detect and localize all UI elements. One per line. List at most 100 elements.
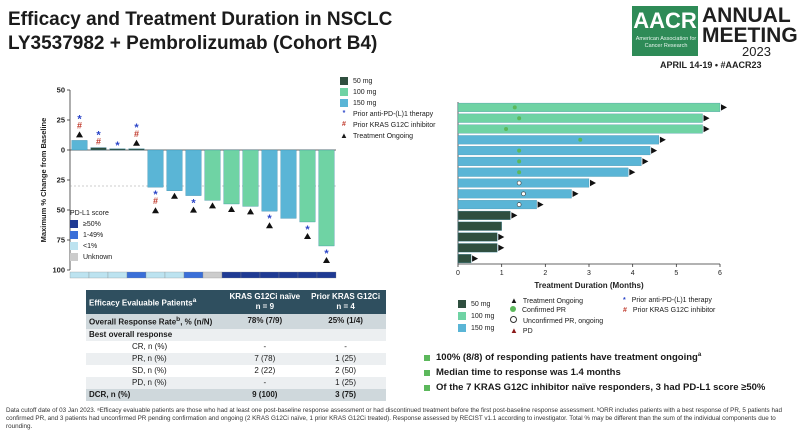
x-axis-title: Treatment Duration (Months) [534, 281, 644, 290]
prior-pd1-marker: * [77, 113, 82, 125]
swimmer-bar [457, 178, 590, 188]
swimmer-legend: 50 mg 100 mg 150 mg ▲ Treatment Ongoing C… [458, 296, 758, 344]
asterisk-blue-icon: * [623, 297, 626, 304]
orr-label-text: Overall Response Rate [89, 317, 177, 327]
header-col1-n: n = 9 [255, 302, 275, 311]
prior-pd1-marker: * [115, 140, 120, 152]
table-row: PD, n (%) -1 (25) [86, 376, 386, 389]
swimmer-bar [457, 167, 629, 177]
bor-row: Best overall response [86, 328, 386, 341]
legend-prior-kras: # Prior KRAS G12C inhibitor [340, 120, 475, 131]
swatch-100mg [458, 312, 466, 321]
header-label: Efficacy Evaluable Patientsa [86, 290, 225, 314]
legend-label: Unknown [83, 254, 113, 261]
aacr-logo-text: AACR [633, 8, 697, 33]
row-label: CR, n (%) [86, 340, 225, 353]
finding-1: 100% (8/8) of responding patients have t… [424, 348, 796, 365]
bor-empty-1 [224, 328, 306, 341]
row-label: PD, n (%) [86, 376, 225, 389]
bor-label: Best overall response [86, 328, 225, 341]
header-sup: a [192, 296, 197, 304]
swimmer-bar [457, 156, 642, 166]
swimmer-bar [457, 124, 703, 134]
prior-pd1-marker: * [153, 189, 158, 201]
waterfall-bar [204, 149, 221, 201]
legend-label: Treatment Ongoing [353, 133, 414, 140]
pdl1-item: <1% [70, 241, 130, 252]
row-col2: 1 (25) [305, 376, 386, 389]
pdl1-cell [316, 271, 337, 279]
waterfall-bar [128, 148, 145, 151]
waterfall-bar [242, 149, 259, 207]
table-row: CR, n (%) - - [86, 340, 386, 353]
legend-dose-150: 150 mg [340, 98, 475, 109]
prior-kras-marker: # [96, 137, 101, 147]
bullet-square-icon [424, 354, 430, 361]
y-tick-label: 100 [52, 266, 65, 275]
ongoing-marker [304, 233, 311, 239]
legend-label: <1% [83, 243, 98, 250]
prior-pd1-marker: * [305, 224, 310, 236]
swatch-pdl1-high [70, 220, 78, 229]
prior-kras-marker: # [153, 196, 158, 206]
legend-label: Unconfirmed PR, ongoing [523, 318, 604, 325]
legend-label: Treatment Ongoing [522, 298, 583, 305]
ongoing-marker [76, 131, 83, 138]
prior-pd1-marker: * [134, 122, 139, 134]
header-col2-n: n = 4 [336, 302, 355, 311]
legend-prior-pd1: * Prior anti-PD-(L)1 therapy [340, 109, 475, 120]
ongoing-marker [171, 192, 178, 199]
pdl1-cell [278, 271, 299, 279]
legend-label: 1-49% [83, 232, 104, 239]
ongoing-marker [266, 222, 273, 229]
swimmer-bar [457, 200, 537, 210]
pdl1-cell [107, 271, 128, 279]
prior-kras-marker: # [134, 129, 139, 139]
sw-legend-unconfirmed: Unconfirmed PR, ongoing [510, 316, 603, 326]
prior-pd1-marker: * [267, 213, 272, 225]
waterfall-bar [109, 148, 126, 151]
swimmer-bar [457, 254, 472, 264]
confirmed-pr-marker [517, 159, 522, 164]
legend-label: Confirmed PR [522, 307, 566, 314]
annual-meeting-text: ANNUAL MEETING [702, 5, 798, 47]
y-tick-label: 25 [57, 116, 65, 125]
title-line-1: Efficacy and Treatment Duration in NSCLC [8, 9, 393, 30]
aacr-logo: AACR American Association for Cancer Res… [632, 5, 798, 59]
unconfirmed-pr-marker [521, 191, 526, 197]
legend-dose-100: 100 mg [340, 87, 475, 98]
finding-text: Of the 7 KRAS G12C inhibitor naïve respo… [436, 382, 766, 394]
meeting-year: 2023 [742, 44, 771, 59]
ongoing-arrow [659, 136, 666, 143]
ongoing-arrow [511, 212, 518, 219]
table-header-row: Efficacy Evaluable Patientsa KRAS G12Ci … [86, 290, 386, 314]
swatch-150mg [458, 324, 466, 333]
sw-legend-150: 150 mg [458, 324, 494, 333]
finding-3: Of the 7 KRAS G12C inhibitor naïve respo… [424, 380, 796, 395]
sw-legend-prior-kras: # Prior KRAS G12C inhibitor [623, 306, 715, 315]
meeting-word: MEETING [702, 24, 798, 47]
y-tick-label: 75 [57, 236, 65, 245]
ongoing-arrow [651, 147, 658, 154]
finding-sup: a [697, 352, 702, 358]
ongoing-arrow [472, 255, 479, 262]
waterfall-bar [223, 149, 240, 205]
unconfirmed-pr-marker [516, 180, 522, 186]
sw-legend-prior-pd1: * Prior anti-PD-(L)1 therapy [623, 296, 712, 305]
dcr-row: DCR, n (%) 9 (100) 3 (75) [86, 388, 386, 401]
waterfall-bar [71, 140, 88, 151]
y-tick-label: 25 [57, 176, 65, 185]
header-col2-text: Prior KRAS G12Ci [311, 292, 381, 301]
dcr-label: DCR, n (%) [86, 388, 225, 401]
ongoing-marker [228, 206, 235, 212]
aacr-logo-subtitle: American Association for Cancer Research [635, 36, 697, 49]
header-col2: Prior KRAS G12Ci n = 4 [305, 290, 386, 314]
green-dot-icon [510, 306, 516, 312]
orr-sup: b [176, 316, 181, 323]
waterfall-bar [147, 149, 164, 188]
waterfall-bar [90, 147, 107, 151]
legend-label: 150 mg [471, 325, 495, 332]
waterfall-bar [261, 149, 278, 212]
hash-red-icon: # [623, 307, 627, 314]
confirmed-pr-marker [504, 127, 509, 131]
